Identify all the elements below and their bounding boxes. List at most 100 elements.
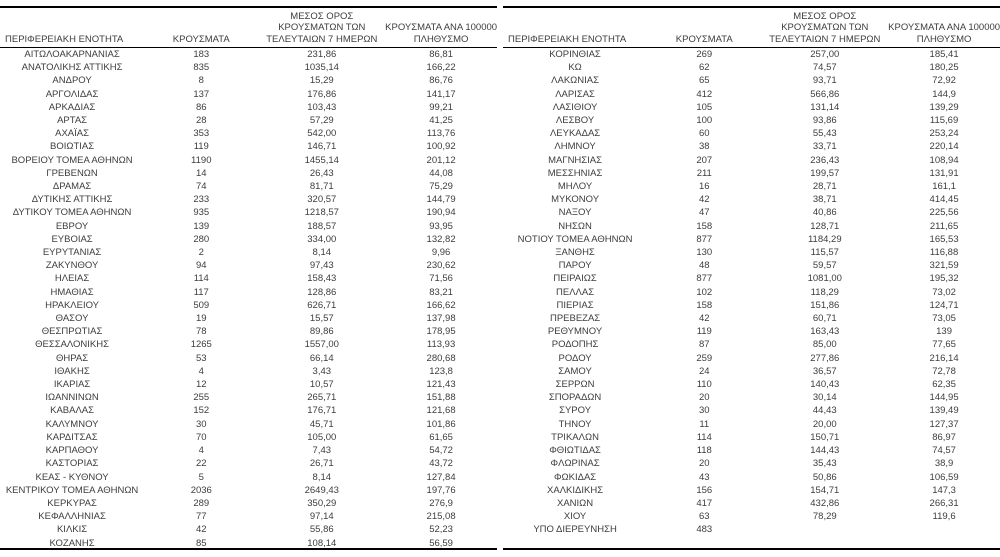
table-row: ΕΒΡΟΥ 139 188,57 93,95 [0,220,497,233]
region-cell: ΤΗΝΟΥ [558,418,592,430]
regional-units-table-left: ΠΕΡΙΦΕΡΕΙΑΚΗ ΕΝΟΤΗΤΑ ΚΡΟΥΣΜΑΤΑ ΜΕΣΟΣ ΟΡΟ… [0,6,497,550]
per100k-cell: 165,53 [929,233,959,245]
region-cell: ΜΗΛΟΥ [557,181,593,193]
per100k-cell: 166,22 [426,62,456,74]
per100k-cell: 54,72 [429,445,453,457]
table-row: ΒΟΡΕΙΟΥ ΤΟΜΕΑ ΑΘΗΝΩΝ 1190 1455,14 201,12 [0,154,497,167]
region-cell: ΚΟΖΑΝΗΣ [49,537,95,549]
table-row: ΛΕΥΚΑΔΑΣ 60 55,43 253,24 [503,127,1000,140]
table-row: ΦΛΩΡΙΝΑΣ 20 35,43 38,9 [503,457,1000,470]
table-row: ΔΥΤΙΚΗΣ ΑΤΤΙΚΗΣ 233 320,57 144,79 [0,193,497,206]
per100k-cell: 73,02 [932,286,956,298]
cases-cell: 86 [195,101,207,113]
header-row: ΠΕΡΙΦΕΡΕΙΑΚΗ ΕΝΟΤΗΤΑ ΚΡΟΥΣΜΑΤΑ ΜΕΣΟΣ ΟΡΟ… [503,8,1000,48]
table-row: ΑΡΤΑΣ 28 57,29 41,25 [0,114,497,127]
cases-cell: 38 [698,141,710,153]
cases-cell: 100 [696,115,713,127]
cases-cell: 119 [193,141,209,153]
cases-cell: 5 [198,471,204,483]
table-row: ΓΡΕΒΕΝΩΝ 14 26,43 44,08 [0,167,497,180]
table-row: ΔΡΑΜΑΣ 74 81,71 75,29 [0,180,497,193]
column-header-per100k: ΚΡΟΥΣΜΑΤΑ ΑΝΑ 100000 ΠΛΗΘΥΣΜΟ [385,8,497,48]
region-cell: ΦΛΩΡΙΝΑΣ [550,458,600,470]
column-header-per100k: ΚΡΟΥΣΜΑΤΑ ΑΝΑ 100000 ΠΛΗΘΥΣΜΟ [888,8,1000,48]
avg7-cell: 118,29 [810,286,839,298]
region-cell: ΗΡΑΚΛΕΙΟΥ [45,299,100,311]
avg7-cell: 3,43 [312,365,332,377]
region-cell: ΠΕΙΡΑΙΩΣ [553,273,597,285]
region-cell: ΔΡΑΜΑΣ [52,181,92,193]
cases-cell: 47 [698,207,710,219]
avg7-cell: 151,86 [810,299,840,311]
region-cell: ΠΑΡΟΥ [558,260,592,272]
table-row: ΒΟΙΩΤΙΑΣ 119 146,71 100,92 [0,140,497,153]
region-cell: ΔΥΤΙΚΗΣ ΑΤΤΙΚΗΣ [31,194,113,206]
region-cell: ΛΕΣΒΟΥ [555,115,595,127]
avg7-cell: 15,57 [309,313,334,325]
region-cell: ΜΑΓΝΗΣΙΑΣ [548,154,603,166]
avg7-cell: 15,29 [309,75,334,87]
cases-cell: 183 [193,49,210,60]
region-cell: ΒΟΙΩΤΙΑΣ [50,141,95,153]
avg7-cell: 2649,43 [304,484,339,496]
per100k-cell [888,523,1000,536]
per100k-cell: 62,35 [932,379,956,391]
cases-cell: 105 [696,101,713,113]
cases-cell: 43 [698,471,710,483]
table-row: ΘΑΣΟΥ 19 15,57 137,98 [0,312,497,325]
table-row: ΣΕΡΡΩΝ 110 140,43 62,35 [503,378,1000,391]
column-header-region: ΠΕΡΙΦΕΡΕΙΑΚΗ ΕΝΟΤΗΤΑ [503,8,648,48]
per100k-cell: 280,68 [426,352,456,364]
avg7-cell: 350,29 [307,497,337,509]
avg7-cell: 59,57 [812,260,837,272]
per100k-cell: 74,57 [932,445,956,457]
region-cell: ΚΑΛΥΜΝΟΥ [45,418,99,430]
region-cell: ΣΠΟΡΑΔΩΝ [548,392,602,404]
cases-cell: 156 [696,484,713,496]
region-cell: ΑΝΔΡΟΥ [52,75,92,87]
cases-cell: 139 [193,220,210,232]
per100k-cell: 197,76 [426,484,456,496]
region-cell: ΛΑΚΩΝΙΑΣ [551,75,599,87]
cases-cell: 158 [696,220,713,232]
table-row: ΚΟΡΙΝΘΙΑΣ 269 257,00 185,41 [503,48,1000,62]
avg7-cell: 10,57 [309,379,334,391]
table-row: ΛΑΣΙΘΙΟΥ 105 131,14 139,29 [503,101,1000,114]
table-row: ΦΩΚΙΔΑΣ 43 50,86 106,59 [503,471,1000,484]
cases-cell: 42 [698,313,710,325]
region-cell: ΚΩ [568,62,582,74]
cases-cell: 835 [193,62,210,74]
region-cell: ΑΙΤΩΛΟΑΚΑΡΝΑΝΙΑΣ [24,49,120,60]
table-row: ΕΥΡΥΤΑΝΙΑΣ 2 8,14 9,96 [0,246,497,259]
table-row: ΙΚΑΡΙΑΣ 12 10,57 121,43 [0,378,497,391]
region-cell: ΑΡΓΟΛΙΔΑΣ [45,88,99,100]
per100k-cell: 77,65 [932,339,956,351]
table-row: ΣΥΡΟΥ 30 44,43 139,49 [503,404,1000,417]
per100k-cell: 61,65 [429,431,453,443]
table-row: ΧΑΛΚΙΔΙΚΗΣ 156 154,71 147,3 [503,484,1000,497]
per100k-cell: 99,21 [429,101,453,113]
avg7-cell: 1035,14 [304,62,339,74]
table-row [503,537,1000,548]
column-header-region: ΠΕΡΙΦΕΡΕΙΑΚΗ ΕΝΟΤΗΤΑ [0,8,145,48]
avg7-cell: 176,71 [307,405,337,417]
cases-cell: 417 [696,497,713,509]
per100k-cell: 147,3 [932,484,956,496]
table-row: ΚΩ 62 74,57 180,25 [503,61,1000,74]
cases-cell: 483 [696,524,713,536]
table-row: ΗΜΑΘΙΑΣ 117 128,86 83,21 [0,286,497,299]
table-row: ΛΑΡΙΣΑΣ 412 566,86 144,9 [503,88,1000,101]
cases-cell: 877 [696,233,713,245]
avg7-cell: 1218,57 [304,207,339,219]
cases-cell: 114 [193,273,209,285]
table-row: ΚΑΒΑΛΑΣ 152 176,71 121,68 [0,404,497,417]
avg7-cell: 38,71 [812,194,837,206]
avg7-cell: 320,57 [307,194,337,206]
table-row: ΞΑΝΘΗΣ 130 115,57 116,88 [503,246,1000,259]
column-header-cases: ΚΡΟΥΣΜΑΤΑ [647,8,762,48]
cases-cell [647,537,761,548]
per100k-cell: 101,86 [426,418,456,430]
avg7-cell: 1081,00 [807,273,842,285]
per100k-cell: 144,95 [929,392,959,404]
cases-cell: 289 [193,497,210,509]
